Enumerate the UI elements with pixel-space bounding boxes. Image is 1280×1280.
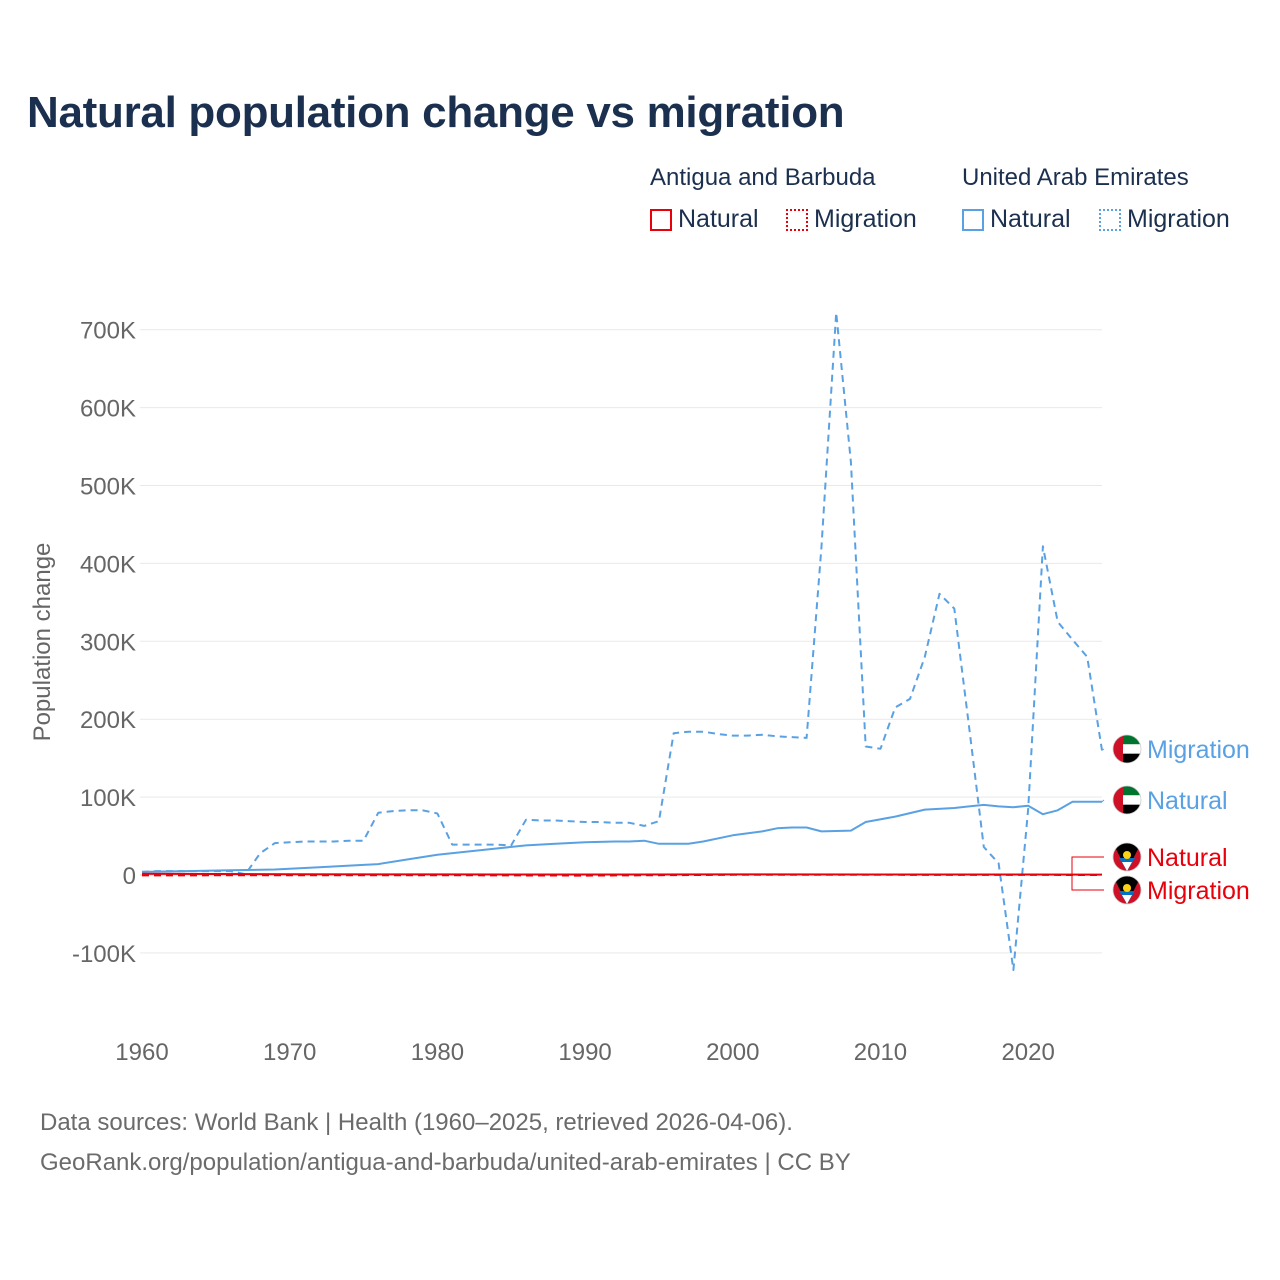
x-tick-label: 1980: [411, 1039, 464, 1066]
label-connector: [1101, 748, 1105, 751]
y-tick-label: 100K: [80, 785, 136, 812]
flag-ring: [1112, 875, 1142, 905]
antigua-flag-icon: [1113, 843, 1141, 871]
y-tick-label: 500K: [80, 474, 136, 501]
antigua-flag-icon: [1113, 876, 1141, 904]
end-label: Migration: [1147, 736, 1250, 764]
legend-item-antigua-migration[interactable]: Migration: [786, 205, 917, 234]
y-tick-label: 600K: [80, 396, 136, 423]
x-tick-label: 2010: [854, 1039, 907, 1066]
y-tick-label: 300K: [80, 629, 136, 656]
legend-label: Migration: [814, 205, 917, 233]
flag-ring: [1112, 842, 1142, 872]
legend-label: Migration: [1127, 205, 1230, 233]
label-connector: [1101, 799, 1105, 803]
legend-group-title-antigua: Antigua and Barbuda: [650, 164, 876, 191]
x-tick-label: 2020: [1001, 1039, 1054, 1066]
source-line-1: Data sources: World Bank | Health (1960–…: [40, 1109, 793, 1136]
end-label: Natural: [1147, 844, 1228, 872]
series-line-united-arab-emirates-natural: [141, 800, 1102, 873]
y-tick-label: -100K: [72, 941, 136, 968]
legend-label: Natural: [678, 205, 759, 233]
flag-ring: [1112, 785, 1142, 815]
legend-item-uae-natural[interactable]: Natural: [962, 205, 1071, 234]
axes: -100K 0 100K 200K 300K 400K 500K 600K 700K 1960 19…: [72, 318, 1055, 1066]
x-tick-label: 2000: [706, 1039, 759, 1066]
label-connector: [1071, 874, 1104, 891]
legend-group-title-uae: United Arab Emirates: [962, 164, 1189, 191]
legend-swatch-solid: [650, 208, 672, 231]
uae-flag-icon: [1113, 735, 1141, 763]
series-line-united-arab-emirates-migration: [141, 311, 1103, 971]
source-line-2[interactable]: GeoRank.org/population/antigua-and-barbu…: [40, 1149, 851, 1176]
flag-ring: [1112, 734, 1142, 764]
series: [141, 311, 1103, 971]
series-line-antigua-and-barbuda-migration: [141, 873, 1103, 877]
y-axis-label: Population change: [29, 543, 56, 742]
end-label: Migration: [1147, 877, 1250, 905]
legend-swatch-dotted: [786, 208, 808, 231]
grid: [140, 329, 1102, 954]
y-tick-label: 400K: [80, 551, 136, 578]
chart-title: Natural population change vs migration: [27, 88, 845, 137]
y-tick-label: 700K: [80, 318, 136, 345]
x-tick-label: 1970: [263, 1039, 316, 1066]
legend-swatch-solid: [962, 208, 984, 231]
y-tick-label: 0: [123, 863, 136, 890]
legend-item-uae-migration[interactable]: Migration: [1099, 205, 1230, 234]
legend-item-antigua-natural[interactable]: Natural: [650, 205, 759, 234]
x-tick-label: 1990: [558, 1039, 611, 1066]
end-labels: Migration Natural Natural Migration: [1071, 734, 1250, 905]
uae-flag-icon: [1113, 786, 1141, 814]
x-tick-label: 1960: [115, 1039, 168, 1066]
label-connector: [1071, 856, 1104, 876]
legend-swatch-dotted: [1099, 208, 1121, 231]
end-label: Natural: [1147, 787, 1228, 815]
y-tick-label: 200K: [80, 707, 136, 734]
legend-label: Natural: [990, 205, 1071, 233]
